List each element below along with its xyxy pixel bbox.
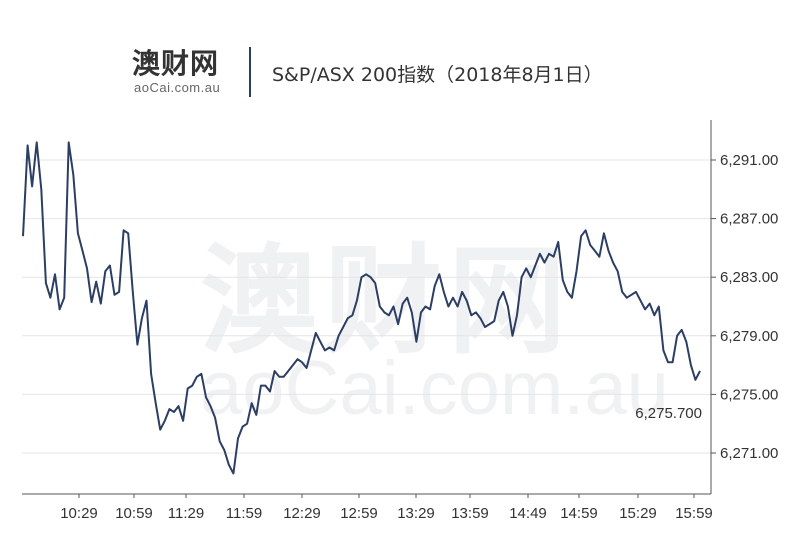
x-tick-label: 14:59 bbox=[560, 505, 598, 522]
brand-logo: 澳财网 bbox=[132, 47, 220, 80]
brand-logo-domain: aoCai.com.au bbox=[134, 80, 221, 95]
y-tick-label: 6,287.00 bbox=[720, 211, 778, 228]
x-tick-label: 13:59 bbox=[451, 505, 489, 522]
grid-lines bbox=[22, 159, 711, 454]
x-tick-label: 11:29 bbox=[168, 505, 204, 522]
x-tick-label: 10:59 bbox=[115, 505, 153, 522]
last-value-label: 6,275.700 bbox=[635, 405, 702, 422]
y-tick-label: 6,279.00 bbox=[720, 328, 778, 345]
x-tick-label: 13:29 bbox=[397, 505, 435, 522]
chart-title: S&P/ASX 200指数（2018年8月1日） bbox=[272, 64, 603, 86]
y-tick-label: 6,283.00 bbox=[720, 269, 778, 286]
x-tick-label: 15:29 bbox=[619, 505, 657, 522]
y-tick-label: 6,275.00 bbox=[720, 386, 778, 403]
tick-labels: 6,271.00 6,275.00 6,279.00 6,283.00 6,287.00… bbox=[60, 152, 778, 522]
chart-header: 澳财网 aoCai.com.au S&P/ASX 200指数（2018年8月1日… bbox=[0, 0, 800, 110]
y-tick-label: 6,271.00 bbox=[720, 445, 778, 462]
x-tick-label: 12:29 bbox=[283, 505, 321, 522]
x-tick-label: 12:59 bbox=[340, 505, 378, 522]
x-tick-label: 15:59 bbox=[675, 505, 713, 522]
y-tick-label: 6,291.00 bbox=[720, 152, 778, 169]
header-divider bbox=[249, 47, 251, 97]
series-line bbox=[22, 141, 701, 475]
axes bbox=[22, 120, 716, 498]
series-layer bbox=[22, 141, 701, 475]
x-tick-label: 11:59 bbox=[226, 505, 262, 522]
x-tick-label: 14:49 bbox=[509, 505, 547, 522]
x-tick-label: 10:29 bbox=[60, 505, 98, 522]
